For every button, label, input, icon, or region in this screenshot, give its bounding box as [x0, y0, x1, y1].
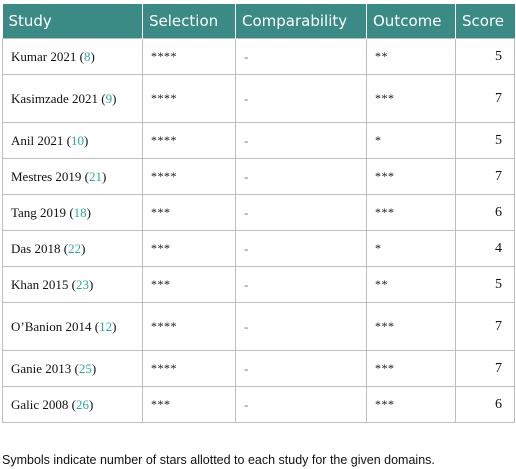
comparability-cell: - [235, 38, 367, 75]
reference-link[interactable]: 18 [73, 204, 87, 220]
outcome-cell: * [366, 230, 456, 267]
study-cell: Ganie 2013 (25) [2, 350, 143, 387]
selection-cell: *** [142, 194, 236, 231]
comparability-cell: - [235, 158, 367, 195]
header-outcome: Outcome [366, 4, 456, 39]
outcome-cell: ** [366, 38, 456, 75]
selection-cell: *** [142, 230, 236, 267]
study-name: Mestres 2019 [11, 168, 82, 184]
table-row: Anil 2021 (10) **** - * 5 [2, 122, 515, 159]
score-cell: 5 [455, 266, 515, 303]
selection-cell: **** [142, 302, 236, 351]
table-footnote: Symbols indicate number of stars allotte… [2, 453, 435, 467]
outcome-cell: *** [366, 350, 456, 387]
study-cell: Mestres 2019 (21) [2, 158, 143, 195]
table-row: Galic 2008 (26) *** - *** 6 [2, 386, 515, 423]
table-header-row: Study Selection Comparability Outcome Sc… [2, 4, 515, 39]
score-cell: 7 [455, 74, 515, 123]
study-name: Tang 2019 [11, 204, 67, 220]
score-cell: 6 [455, 386, 515, 423]
outcome-cell: *** [366, 194, 456, 231]
table-row: O’Banion 2014 (12) **** - *** 7 [2, 302, 515, 351]
selection-cell: **** [142, 158, 236, 195]
comparability-cell: - [235, 350, 367, 387]
selection-cell: **** [142, 350, 236, 387]
comparability-cell: - [235, 74, 367, 123]
study-name: Das 2018 [11, 240, 61, 256]
selection-cell: *** [142, 266, 236, 303]
selection-cell: **** [142, 74, 236, 123]
outcome-cell: * [366, 122, 456, 159]
score-cell: 7 [455, 350, 515, 387]
study-name: Kasimzade 2021 [11, 90, 99, 106]
study-name: O’Banion 2014 [11, 318, 92, 334]
header-selection: Selection [142, 4, 236, 39]
table-row: Mestres 2019 (21) **** - *** 7 [2, 158, 515, 195]
header-study: Study [2, 4, 143, 39]
outcome-cell: *** [366, 74, 456, 123]
score-cell: 4 [455, 230, 515, 267]
reference-link[interactable]: 21 [89, 168, 103, 184]
comparability-cell: - [235, 122, 367, 159]
reference-link[interactable]: 25 [78, 360, 92, 376]
comparability-cell: - [235, 302, 367, 351]
quality-assessment-table-container: Study Selection Comparability Outcome Sc… [2, 4, 515, 423]
outcome-cell: *** [366, 158, 456, 195]
table-row: Khan 2015 (23) *** - ** 5 [2, 266, 515, 303]
reference-link[interactable]: 26 [76, 396, 89, 412]
comparability-cell: - [235, 266, 367, 303]
reference-link[interactable]: 8 [83, 48, 91, 64]
score-cell: 5 [455, 38, 515, 75]
study-cell: Das 2018 (22) [2, 230, 143, 267]
study-name: Galic 2008 [11, 396, 69, 412]
score-cell: 5 [455, 122, 515, 159]
score-cell: 7 [455, 158, 515, 195]
study-name: Anil 2021 [11, 132, 64, 148]
reference-link[interactable]: 10 [70, 132, 84, 148]
table-row: Das 2018 (22) *** - * 4 [2, 230, 515, 267]
quality-assessment-table: Study Selection Comparability Outcome Sc… [2, 4, 515, 423]
study-name: Khan 2015 [11, 276, 69, 292]
study-cell: Kumar 2021 (8) [2, 38, 143, 75]
selection-cell: *** [142, 386, 236, 423]
score-cell: 6 [455, 194, 515, 231]
selection-cell: **** [142, 122, 236, 159]
header-score: Score [455, 4, 515, 39]
comparability-cell: - [235, 386, 367, 423]
study-name: Ganie 2013 [11, 360, 72, 376]
study-cell: Galic 2008 (26) [2, 386, 143, 423]
table-row: Tang 2019 (18) *** - *** 6 [2, 194, 515, 231]
comparability-cell: - [235, 194, 367, 231]
reference-link[interactable]: 23 [76, 276, 90, 292]
outcome-cell: ** [366, 266, 456, 303]
study-cell: Khan 2015 (23) [2, 266, 143, 303]
header-comparability: Comparability [235, 4, 367, 39]
score-cell: 7 [455, 302, 515, 351]
study-cell: Anil 2021 (10) [2, 122, 143, 159]
selection-cell: **** [142, 38, 236, 75]
study-cell: Tang 2019 (18) [2, 194, 143, 231]
table-row: Kumar 2021 (8) **** - ** 5 [2, 38, 515, 75]
reference-link[interactable]: 9 [105, 90, 113, 106]
study-name: Kumar 2021 [11, 48, 77, 64]
reference-link[interactable]: 12 [99, 318, 113, 334]
table-row: Kasimzade 2021 (9) **** - *** 7 [2, 74, 515, 123]
study-cell: O’Banion 2014 (12) [2, 302, 143, 351]
table-row: Ganie 2013 (25) **** - *** 7 [2, 350, 515, 387]
comparability-cell: - [235, 230, 367, 267]
outcome-cell: *** [366, 302, 456, 351]
study-cell: Kasimzade 2021 (9) [2, 74, 143, 123]
outcome-cell: *** [366, 386, 456, 423]
reference-link[interactable]: 22 [68, 240, 82, 256]
